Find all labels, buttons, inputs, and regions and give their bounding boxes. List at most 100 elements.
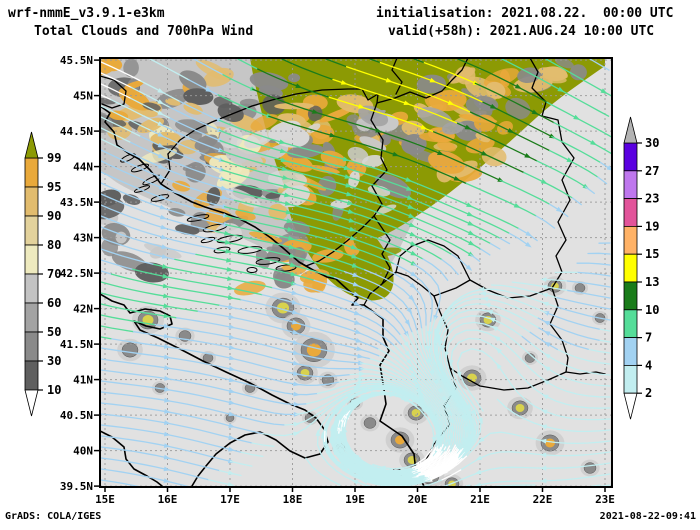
streamline bbox=[100, 446, 221, 472]
wind-colorbar-under-cap bbox=[623, 392, 638, 420]
streamline bbox=[386, 346, 456, 454]
streamline bbox=[378, 355, 452, 447]
streamline bbox=[261, 294, 396, 347]
streamline bbox=[465, 182, 537, 217]
cloud-colorbar-label: 50 bbox=[47, 325, 61, 339]
streamline bbox=[334, 276, 413, 334]
lat-label: 44N bbox=[73, 160, 93, 173]
streamline bbox=[508, 232, 529, 246]
streamline bbox=[571, 197, 582, 206]
country-border bbox=[549, 287, 569, 373]
streamline bbox=[445, 329, 611, 462]
cloud-speckle bbox=[149, 246, 167, 259]
streamline bbox=[256, 68, 330, 98]
streamline bbox=[328, 96, 435, 133]
streamline bbox=[197, 310, 381, 357]
cloud-speckle bbox=[244, 129, 274, 149]
streamline bbox=[225, 224, 386, 270]
lat-label: 43N bbox=[73, 231, 93, 244]
streamline bbox=[413, 452, 451, 478]
cloud-speckle bbox=[288, 73, 301, 83]
streamline bbox=[132, 268, 263, 296]
streamline bbox=[100, 457, 210, 481]
cloud-colorbar-segment bbox=[24, 331, 39, 362]
grads-credit: GrADS: COLA/IGES bbox=[5, 511, 102, 522]
streamline bbox=[332, 78, 459, 124]
streamline bbox=[100, 270, 113, 275]
streamline bbox=[100, 215, 218, 251]
cloud-colorbar-label: 10 bbox=[47, 383, 61, 397]
country-border bbox=[529, 58, 575, 289]
streamline bbox=[535, 215, 556, 229]
streamline bbox=[399, 334, 462, 450]
cloud-speckle bbox=[203, 67, 234, 87]
streamline bbox=[333, 400, 417, 480]
streamline bbox=[543, 278, 568, 282]
cloud-speckle bbox=[142, 102, 161, 111]
streamline bbox=[450, 337, 611, 460]
streamline-arrowhead bbox=[426, 358, 431, 366]
latlon-grid bbox=[100, 58, 612, 487]
streamline bbox=[100, 303, 178, 319]
streamline bbox=[100, 424, 242, 453]
lon-label: 20E bbox=[408, 493, 428, 506]
streamline bbox=[100, 83, 132, 99]
streamline bbox=[372, 463, 417, 470]
streamline bbox=[377, 348, 454, 451]
wind-colorbar-label: 27 bbox=[645, 164, 659, 178]
map-plot-area bbox=[100, 58, 612, 487]
cloud-speckle bbox=[308, 164, 340, 174]
streamline bbox=[110, 273, 242, 301]
streamline bbox=[416, 330, 467, 451]
lon-label: 21E bbox=[470, 493, 490, 506]
cloud-speckle bbox=[554, 58, 574, 69]
streamline bbox=[159, 123, 222, 152]
streamline bbox=[410, 444, 444, 473]
streamline bbox=[441, 258, 459, 276]
streamline bbox=[440, 462, 611, 487]
cloud-colorbar-under-cap bbox=[24, 389, 39, 417]
streamline bbox=[349, 373, 445, 446]
streamline bbox=[415, 449, 451, 477]
cloud-speckle bbox=[100, 96, 117, 105]
streamline bbox=[490, 284, 557, 299]
cloud-speckle bbox=[183, 88, 214, 105]
cloud-speckle bbox=[268, 203, 288, 221]
streamline bbox=[369, 358, 450, 453]
streamline bbox=[432, 131, 525, 174]
streamline bbox=[130, 97, 171, 119]
streamline bbox=[100, 160, 226, 208]
streamline bbox=[536, 160, 587, 188]
cloud-colorbar-segment bbox=[24, 215, 39, 246]
streamline bbox=[423, 446, 457, 477]
streamline bbox=[229, 460, 253, 467]
streamline bbox=[424, 449, 460, 478]
cloud-speckle bbox=[139, 148, 178, 164]
streamline bbox=[587, 252, 611, 255]
streamline bbox=[221, 178, 453, 255]
cloud-cell-core bbox=[545, 438, 555, 448]
cloud-colorbar-over-cap bbox=[24, 131, 39, 159]
streamline bbox=[100, 105, 152, 131]
streamline bbox=[429, 455, 468, 481]
streamline bbox=[482, 101, 553, 138]
cloud-speckle bbox=[194, 134, 218, 151]
streamline bbox=[360, 368, 447, 452]
model-version-title: wrf-nmmE_v3.9.1-e3km bbox=[8, 6, 165, 21]
wind-colorbar-segment bbox=[623, 309, 638, 338]
streamline bbox=[130, 141, 224, 180]
lat-label: 41.5N bbox=[60, 338, 93, 351]
cloud-speckle bbox=[216, 165, 250, 190]
streamline bbox=[100, 248, 155, 266]
streamline bbox=[439, 315, 522, 454]
lat-label: 40N bbox=[73, 444, 93, 457]
streamline bbox=[436, 309, 531, 459]
cloud-speckle bbox=[319, 107, 353, 123]
streamline bbox=[576, 262, 611, 266]
cloud-speckle bbox=[538, 67, 568, 79]
streamline bbox=[364, 269, 423, 330]
cloud-colorbar-segment bbox=[24, 302, 39, 333]
country-border bbox=[395, 239, 471, 297]
streamline bbox=[100, 281, 221, 306]
lat-label: 45.5N bbox=[60, 54, 93, 67]
